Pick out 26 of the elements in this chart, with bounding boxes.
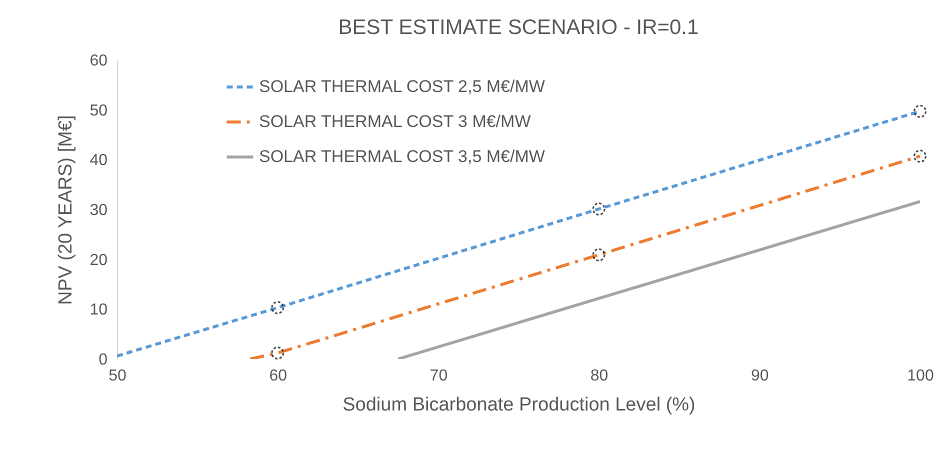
y-tick-label: 20 [90, 252, 108, 269]
point [914, 150, 926, 163]
y-tick-label: 60 [90, 52, 108, 70]
y-tick-label: 50 [90, 102, 108, 120]
point [914, 104, 926, 118]
x-tick-label: 60 [269, 368, 288, 384]
x-tick-label: 70 [430, 368, 448, 384]
y-axis-title: NPV (20 YEARS) [M€] [56, 115, 77, 305]
chart-title: BEST ESTIMATE SCENARIO - IR=0.1 [338, 16, 699, 39]
point [271, 346, 284, 360]
legend-label: SOLAR THERMAL COST 3 M€/MW [259, 112, 531, 131]
y-tick-label: 40 [90, 152, 108, 170]
x-tick-label: 80 [590, 368, 608, 384]
point [592, 202, 606, 216]
x-tick-label: 90 [751, 368, 769, 384]
legend-label: SOLAR THERMAL COST 3,5 M€/MW [259, 147, 545, 166]
point [592, 248, 606, 262]
y-tick-label: 30 [90, 202, 108, 219]
y-tick-label: 0 [98, 352, 108, 368]
legend-label: SOLAR THERMAL COST 2,5 M€/MW [259, 77, 545, 96]
y-tick-label: 10 [90, 302, 108, 319]
line-series [117, 110, 920, 358]
x-axis-title: Sodium Bicarbonate Production Level (%) [342, 394, 696, 416]
x-tick-label: 50 [108, 368, 126, 384]
x-tick-label: 100 [907, 368, 934, 384]
point [271, 301, 284, 314]
